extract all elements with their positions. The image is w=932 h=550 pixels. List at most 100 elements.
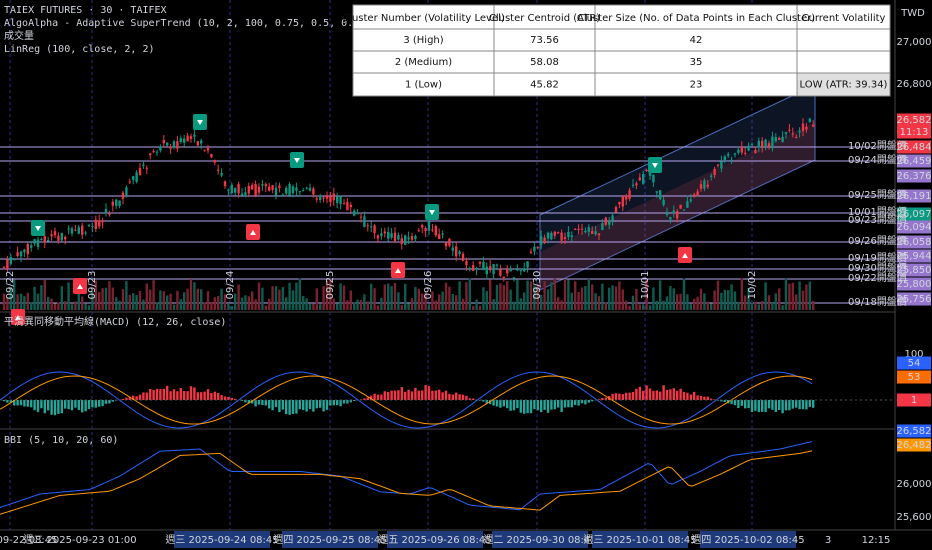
macd-histogram [444,390,448,400]
candle-body [781,136,784,143]
volume-bar [193,282,196,310]
candle-body [512,277,516,279]
candle-body [349,204,352,208]
candle-body [421,225,424,228]
price-badge [897,140,931,154]
volume-bar [322,286,325,310]
volume-bar [519,298,522,310]
macd-histogram [87,400,91,410]
volume-bar [812,300,815,310]
time-badge [387,531,483,548]
candle-body [540,236,543,245]
macd-histogram [410,391,414,400]
candle-body [271,185,274,190]
volume-bar [60,286,63,310]
candle-body [285,188,288,194]
volume-bar [50,298,53,310]
price-badge [897,424,931,438]
macd-histogram [339,400,342,407]
volume-bar [152,280,155,310]
volume-bar [319,304,322,310]
macd-histogram [652,390,655,400]
price-badge [897,113,931,127]
volume-bar [370,283,373,310]
candle-body [652,174,655,183]
volume-bar [315,288,318,310]
volume-bar [339,283,342,310]
volume-bar [774,293,777,310]
candle-body [264,184,267,187]
macd-histogram [176,391,179,400]
volume-bar [557,297,560,310]
macd-histogram [672,388,675,400]
macd-histogram [737,400,740,408]
candle-body [16,252,19,257]
signal-arrow [429,210,435,215]
candle-body [142,164,145,166]
volume-bar [448,286,451,310]
volume-bar [529,281,533,310]
macd-histogram [665,389,669,400]
signal-arrow [250,230,256,235]
macd-histogram [104,400,108,404]
volume-bar [349,290,352,310]
macd-histogram [448,393,451,400]
volume-bar [417,288,420,310]
candle-body [642,174,645,184]
macd-histogram [135,396,138,400]
macd-histogram [206,389,210,400]
macd-histogram [560,400,563,412]
macd-histogram [230,397,233,400]
table-cell-text: LOW (ATR: 39.34) [800,80,888,91]
candle-body [50,234,53,237]
candle-body [64,236,67,240]
macd-histogram [730,400,733,405]
candle-body [2,266,6,268]
price-label: 26,094 [897,222,932,233]
volume-bar [723,289,726,310]
price-badge [897,207,931,221]
signal-arrow [294,158,300,163]
macd-histogram [67,400,70,410]
candle-body [149,153,152,156]
macd-histogram [203,391,206,400]
candle-body [91,226,94,228]
macd-histogram [325,400,329,410]
candle-body [281,194,284,196]
volume-bar [400,305,403,310]
candle-body [424,228,427,232]
candle-body [278,185,281,188]
volume-bar [295,282,298,310]
candle-body [336,196,339,203]
candle-body [155,151,159,153]
candle-body [550,232,553,240]
candle-body [312,188,315,195]
volume-bar [730,284,733,310]
price-label: 26,800 [897,79,932,90]
macd-histogram [98,400,101,407]
candle-body [784,132,788,134]
volume-bar [220,288,223,310]
candle-body [230,184,233,194]
macd-histogram [30,400,33,408]
signal-arrow [77,284,83,289]
candle-body [509,268,512,272]
candle-body [461,253,465,262]
volume-bar [36,293,40,310]
macd-histogram [689,394,692,400]
table-cell [352,4,495,30]
volume-bar [47,296,50,310]
volume-bar [740,278,743,310]
signal-arrow [652,163,658,168]
volume-bar [2,293,6,310]
candle-body [444,242,448,247]
candle-body [400,238,403,244]
candle-body [438,234,441,240]
candle-body [553,231,556,236]
price-label: 26,058 [897,237,932,248]
candle-body [339,196,342,205]
candle-body [213,160,216,163]
volume-bar [94,280,97,310]
macd-histogram [580,400,584,404]
candle-body [597,233,601,236]
